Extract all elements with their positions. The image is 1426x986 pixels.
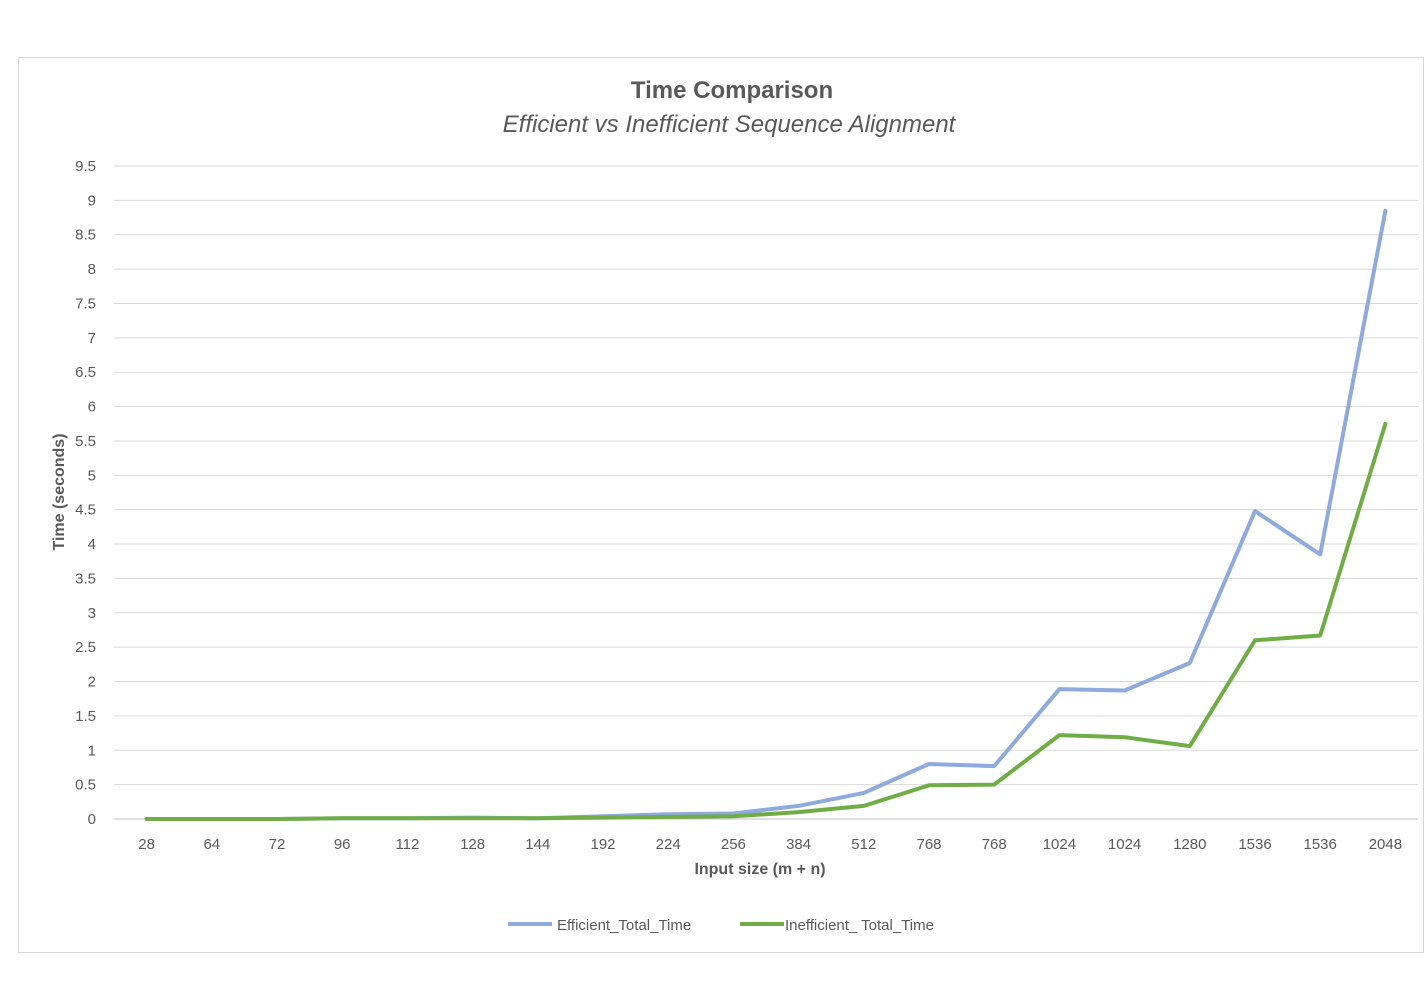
- legend: Efficient_Total_Time Inefficient_ Total_…: [508, 917, 934, 934]
- x-tick-label: 224: [656, 836, 681, 853]
- y-axis-ticks: 0 0.5 1 1.5 2 2.5 3 3.5 4 4.5 5 5.5 6 6.5 7 7.5 8 8.5 9 9.5: [75, 158, 96, 828]
- y-tick-label: 4.5: [75, 502, 96, 519]
- x-axis-title: Input size (m + n): [694, 861, 825, 878]
- x-tick-label: 64: [203, 836, 220, 853]
- y-tick-label: 7: [88, 330, 96, 347]
- x-tick-label: 768: [982, 836, 1007, 853]
- y-tick-label: 8: [88, 261, 96, 278]
- x-tick-label: 144: [525, 836, 550, 853]
- x-tick-label: 1024: [1108, 836, 1141, 853]
- series-line-inefficient: [144, 421, 1388, 821]
- chart-subtitle: Efficient vs Inefficient Sequence Alignm…: [503, 111, 957, 138]
- x-tick-label: 1536: [1238, 836, 1271, 853]
- y-axis-title: Time (seconds): [51, 433, 68, 550]
- legend-label-inefficient: Inefficient_ Total_Time: [785, 917, 934, 934]
- y-tick-label: 2.5: [75, 639, 96, 656]
- series-lines: [144, 208, 1388, 821]
- y-tick-label: 6.5: [75, 364, 96, 381]
- x-tick-label: 1536: [1304, 836, 1337, 853]
- chart-area: [18, 57, 1424, 953]
- y-tick-label: 9: [88, 192, 96, 209]
- x-tick-label: 28: [138, 836, 155, 853]
- y-tick-label: 6: [88, 399, 96, 416]
- y-tick-label: 0.5: [75, 777, 96, 794]
- y-tick-label: 2: [88, 674, 96, 691]
- y-tick-label: 3.5: [75, 570, 96, 587]
- x-axis-ticks: 28 64 72 96 112 128 144 192 224 256 384 512 768 768 10…: [138, 836, 1402, 853]
- x-tick-label: 72: [269, 836, 286, 853]
- y-tick-label: 0: [88, 811, 96, 828]
- gridlines: [114, 165, 1418, 820]
- y-tick-label: 3: [88, 605, 96, 622]
- y-tick-label: 4: [88, 536, 96, 553]
- chart-title: Time Comparison: [631, 77, 833, 104]
- x-tick-label: 1024: [1043, 836, 1076, 853]
- x-tick-label: 384: [786, 836, 811, 853]
- y-tick-label: 1: [88, 742, 96, 759]
- y-tick-label: 1.5: [75, 708, 96, 725]
- x-tick-label: 256: [721, 836, 746, 853]
- x-tick-label: 2048: [1369, 836, 1402, 853]
- x-tick-label: 112: [395, 836, 419, 853]
- y-tick-label: 8.5: [75, 227, 96, 244]
- x-tick-label: 1280: [1173, 836, 1206, 853]
- y-tick-label: 7.5: [75, 295, 96, 312]
- x-tick-label: 768: [916, 836, 941, 853]
- y-tick-label: 5.5: [75, 433, 96, 450]
- legend-label-efficient: Efficient_Total_Time: [557, 917, 691, 934]
- x-tick-label: 96: [334, 836, 351, 853]
- y-tick-label: 5: [88, 467, 96, 484]
- y-tick-label: 9.5: [75, 158, 96, 175]
- x-tick-label: 128: [460, 836, 485, 853]
- x-tick-label: 512: [851, 836, 876, 853]
- x-tick-label: 192: [590, 836, 615, 853]
